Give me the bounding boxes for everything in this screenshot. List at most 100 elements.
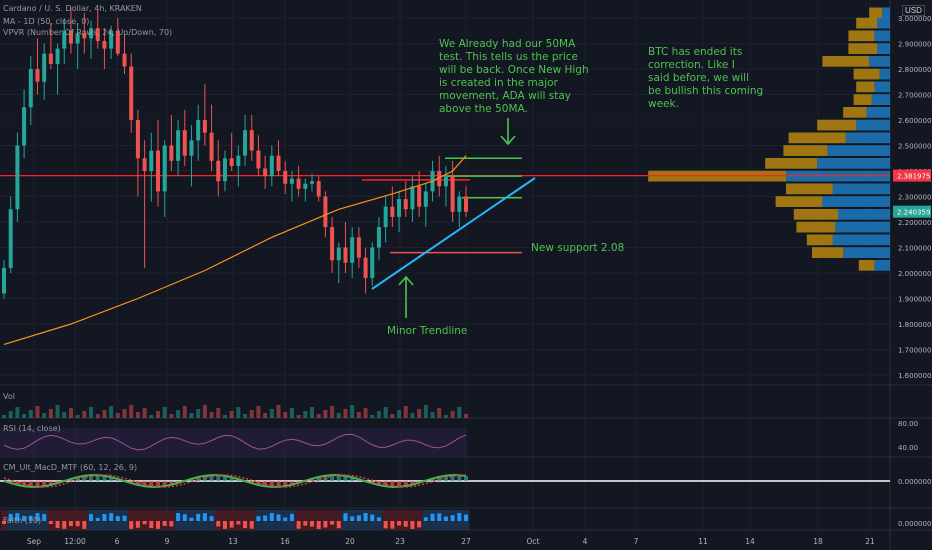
minor-trendline — [371, 177, 536, 290]
candle-body — [289, 178, 294, 184]
macd-hist-bar — [222, 475, 227, 481]
macd-hist-bar — [457, 475, 462, 481]
faith-bg — [134, 510, 142, 530]
faith-bar — [35, 513, 40, 521]
faith-bar — [129, 521, 134, 529]
macd-hist-bar — [316, 476, 321, 481]
faith-bar — [336, 521, 341, 529]
volume-bar — [109, 406, 114, 418]
time-tick: 20 — [345, 537, 355, 546]
volume-bar — [450, 411, 455, 418]
candle-body — [182, 130, 187, 156]
faith-bg — [81, 510, 88, 530]
time-tick: 12:00 — [64, 537, 86, 546]
candle-body — [169, 145, 174, 161]
faith-bar — [283, 517, 288, 521]
volume-bar — [176, 410, 181, 418]
faith-bar — [109, 513, 114, 521]
volume-bar — [42, 413, 47, 418]
faith-bar — [243, 521, 248, 529]
price-axis: 3.000000 2.900000 2.800000 2.700000 2.600000… — [893, 15, 931, 528]
volume-bar — [182, 406, 187, 418]
vpvr-up-bar — [879, 68, 890, 80]
vpvr-down-bar — [812, 247, 844, 258]
vpvr-down-bar — [869, 7, 883, 19]
vpvr-down-bar — [796, 221, 836, 233]
faith-pane-label[interactable]: Faith (10) — [3, 516, 42, 525]
vpvr-legend[interactable]: VPVR (Number Of Rows, 24, Up/Down, 70) — [3, 28, 173, 37]
time-tick: 18 — [813, 537, 823, 546]
vpvr-up-bar — [869, 55, 890, 67]
vpvr-down-bar — [858, 259, 875, 271]
macd-line — [3, 473, 467, 489]
faith-bg — [382, 510, 389, 530]
volume-bar — [102, 410, 107, 418]
macd-hist-bar — [95, 475, 100, 481]
candle-body — [309, 181, 315, 184]
volume-bar — [169, 414, 174, 418]
faith-bar — [390, 521, 395, 529]
macd-hist-bar — [189, 478, 194, 481]
candle-body — [243, 130, 248, 156]
macd-hist-bar — [196, 477, 201, 481]
faith-bar — [256, 516, 261, 521]
symbol-title[interactable]: Cardano / U. S. Dollar, 4h, KRAKEN — [3, 4, 142, 13]
macd-hist-bar — [8, 481, 13, 484]
volume-bar — [75, 415, 80, 418]
vpvr-up-bar — [845, 132, 890, 144]
candle-body — [55, 48, 60, 64]
candle-body — [397, 199, 402, 217]
faith-bar — [8, 514, 13, 521]
volume-bar — [397, 410, 402, 418]
faith-bar — [15, 513, 20, 521]
faith-bar — [463, 514, 469, 521]
candle-body — [303, 183, 308, 189]
macd-hist-bar — [15, 481, 20, 485]
faith-bg — [161, 510, 169, 530]
candle-body — [323, 196, 328, 228]
vpvr-down-bar — [817, 119, 857, 131]
macd-hist-bar — [89, 475, 94, 481]
vpvr-down-bar — [848, 30, 875, 42]
time-tick: 21 — [865, 537, 875, 546]
volume-bar — [330, 406, 335, 418]
candle-body — [390, 206, 395, 217]
faith-bg — [409, 510, 416, 530]
rsi-pane-label[interactable]: RSI (14, close) — [3, 424, 61, 433]
volume-bar — [463, 414, 469, 418]
volume-bar — [269, 409, 274, 418]
volume-bar — [423, 405, 428, 418]
volume-bar — [68, 408, 73, 418]
faith-bar — [75, 521, 80, 527]
faith-bg — [328, 510, 336, 530]
macd-hist-bar — [102, 475, 107, 481]
vpvr-down-bar — [793, 208, 838, 220]
price-tick: 2.100000 — [898, 245, 931, 253]
faith-bg — [168, 510, 175, 530]
ma-test-note: We Already had our 50MA test. This tells… — [439, 38, 589, 115]
volume-bar — [129, 405, 134, 418]
candle-body — [350, 237, 355, 263]
macd-pane-label[interactable]: CM_Ult_MacD_MTF (60, 12, 26, 9) — [3, 463, 138, 472]
macd-hist-bar — [169, 481, 174, 485]
candle-body — [370, 247, 375, 279]
volume-bar — [296, 415, 301, 418]
ma-legend[interactable]: MA - 1D (50, close, 0) — [3, 17, 90, 26]
faith-bg — [402, 510, 410, 530]
macd-hist-bar — [403, 481, 408, 487]
candle-body — [95, 28, 100, 41]
volume-bar — [309, 407, 315, 418]
volume-bar — [457, 407, 462, 418]
faith-bar — [397, 521, 402, 526]
macd-hist-bar — [330, 475, 335, 481]
currency-label[interactable]: USD — [902, 5, 925, 16]
volume-bar — [135, 412, 140, 418]
candle-body — [383, 206, 388, 228]
candle-body — [75, 33, 80, 44]
faith-bar — [169, 521, 174, 527]
faith-bg — [395, 510, 403, 530]
vpvr-down-bar — [775, 196, 823, 207]
volume-bar — [430, 412, 435, 418]
faith-bar — [149, 521, 154, 529]
